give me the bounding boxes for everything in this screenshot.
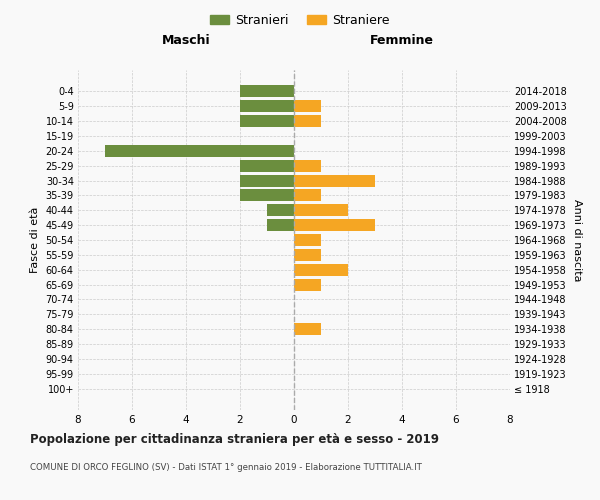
Bar — [294, 249, 321, 261]
Bar — [240, 160, 294, 172]
Bar — [294, 219, 375, 231]
Bar — [267, 219, 294, 231]
Bar — [294, 100, 321, 112]
Text: COMUNE DI ORCO FEGLINO (SV) - Dati ISTAT 1° gennaio 2019 - Elaborazione TUTTITAL: COMUNE DI ORCO FEGLINO (SV) - Dati ISTAT… — [30, 463, 422, 472]
Bar — [294, 234, 321, 246]
Bar — [105, 145, 294, 157]
Bar — [294, 115, 321, 127]
Text: Femmine: Femmine — [370, 34, 434, 48]
Bar — [294, 190, 321, 202]
Bar — [240, 174, 294, 186]
Legend: Stranieri, Straniere: Stranieri, Straniere — [205, 8, 395, 32]
Text: Popolazione per cittadinanza straniera per età e sesso - 2019: Popolazione per cittadinanza straniera p… — [30, 432, 439, 446]
Bar — [294, 323, 321, 335]
Bar — [240, 86, 294, 98]
Bar — [294, 264, 348, 276]
Y-axis label: Anni di nascita: Anni di nascita — [572, 198, 583, 281]
Bar — [294, 278, 321, 290]
Bar — [267, 204, 294, 216]
Bar — [240, 190, 294, 202]
Bar — [294, 174, 375, 186]
Bar — [240, 100, 294, 112]
Bar — [294, 160, 321, 172]
Y-axis label: Fasce di età: Fasce di età — [30, 207, 40, 273]
Text: Maschi: Maschi — [161, 34, 211, 48]
Bar — [294, 204, 348, 216]
Bar — [240, 115, 294, 127]
